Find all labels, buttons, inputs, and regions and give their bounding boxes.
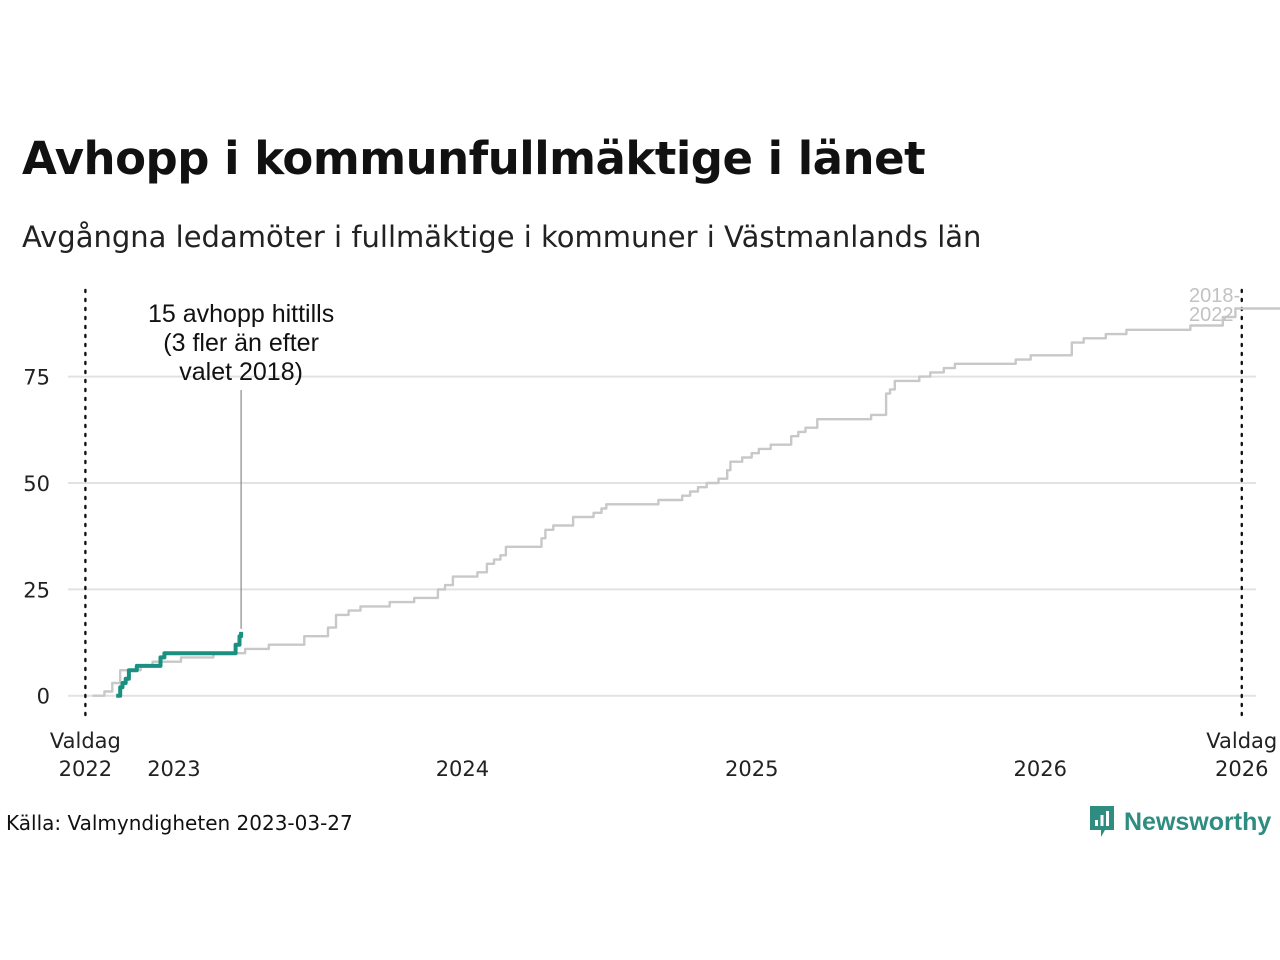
y-tick-label-75: 75 [23, 366, 50, 390]
source-note: Källa: Valmyndigheten 2023-03-27 [6, 811, 353, 835]
y-tick-label-50: 50 [23, 472, 50, 496]
brand-logo: Newsworthy [1088, 804, 1271, 840]
y-tick-label-0: 0 [37, 685, 50, 709]
annotation-text-line-2: (3 fler än efter [163, 329, 319, 357]
x-tick-label-2-line-1: 2023 [147, 757, 200, 781]
x-tick-label-3-line-1: 2024 [436, 757, 489, 781]
chart-subtitle: Avgångna ledamöter i fullmäktige i kommu… [22, 220, 982, 254]
annotation-text-line-3: valet 2018) [179, 358, 303, 386]
y-tick-label-25: 25 [23, 578, 50, 602]
x-tick-label-5-line-1: 2026 [1013, 757, 1066, 781]
series-label-1-line-1: 2018- [1189, 285, 1240, 307]
series-label-1-line-2: 2022 [1189, 304, 1234, 326]
series-line-1 [92, 307, 1280, 697]
newsworthy-logo-icon [1090, 806, 1114, 837]
x-tick-label-6-line-1: Valdag [1206, 729, 1277, 753]
x-tick-label-6-line-2: 2026 [1215, 757, 1268, 781]
x-tick-label-1-line-1: Valdag [50, 729, 121, 753]
annotation-text-line-1: 15 avhopp hittills [148, 300, 334, 328]
x-tick-label-1-line-2: 2022 [59, 757, 112, 781]
chart-title: Avhopp i kommunfullmäktige i länet [22, 132, 926, 185]
x-tick-label-4-line-1: 2025 [725, 757, 778, 781]
brand-name: Newsworthy [1124, 807, 1272, 836]
series-line-2 [116, 631, 244, 698]
